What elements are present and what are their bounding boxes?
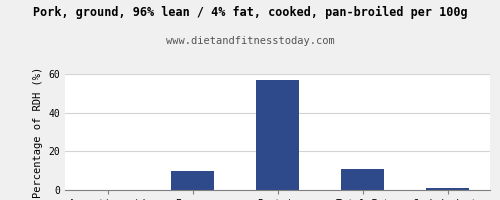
Text: www.dietandfitnesstoday.com: www.dietandfitnesstoday.com <box>166 36 334 46</box>
Bar <box>426 188 469 190</box>
Text: Pork, ground, 96% lean / 4% fat, cooked, pan-broiled per 100g: Pork, ground, 96% lean / 4% fat, cooked,… <box>32 6 468 19</box>
Bar <box>171 171 214 190</box>
Bar <box>341 169 384 190</box>
Bar <box>256 80 299 190</box>
Y-axis label: Percentage of RDH (%): Percentage of RDH (%) <box>33 66 43 198</box>
